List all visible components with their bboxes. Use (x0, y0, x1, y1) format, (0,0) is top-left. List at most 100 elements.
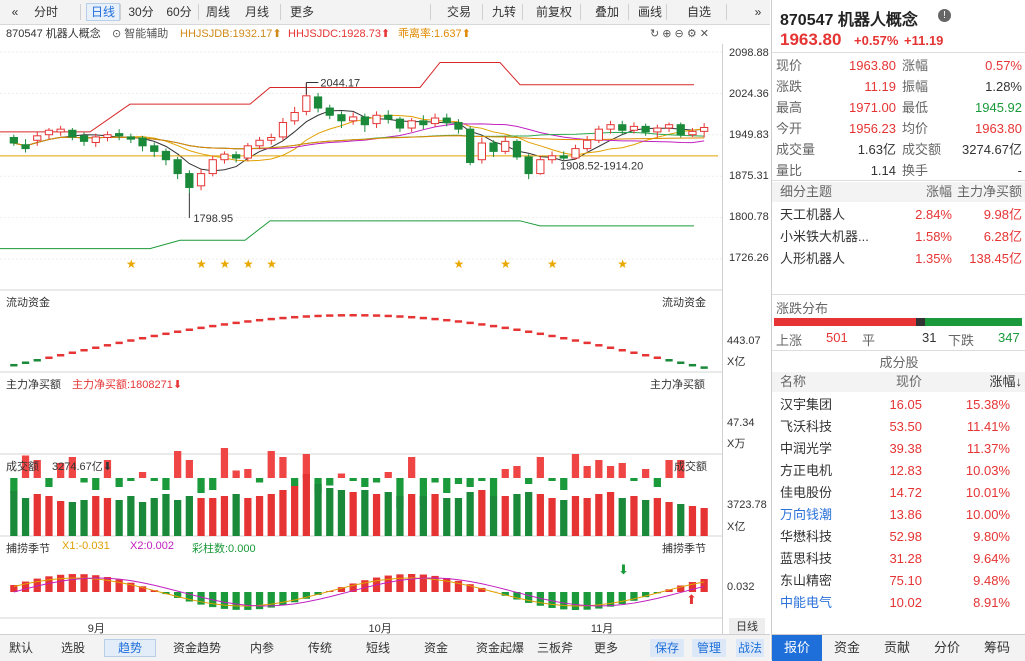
tab-more[interactable]: 更多 (280, 3, 324, 21)
season-bar (396, 574, 403, 592)
trade-button[interactable]: 交易 (438, 3, 480, 21)
const-header-name[interactable]: 名称 (780, 372, 806, 392)
bottom-tab[interactable]: 默认 (4, 639, 38, 657)
price-axis-label: 2024.36 (729, 88, 769, 100)
turnover-bar (595, 494, 602, 536)
x-axis-label: 9月 (88, 623, 105, 634)
net-buy-bar (186, 460, 193, 478)
constituent-name[interactable]: 中能电气 (780, 593, 832, 613)
tab-monthly[interactable]: 月线 (240, 3, 274, 21)
quote-tab[interactable]: 报价 (772, 635, 822, 661)
constituent-name[interactable]: 万向钱潮 (780, 505, 832, 525)
smart-assist-toggle[interactable]: ⊙ 智能辅助 (112, 24, 168, 44)
nine-turn-button[interactable]: 九转 (486, 3, 522, 21)
flow-mark (338, 314, 345, 317)
bottom-tab[interactable]: 管理 (692, 639, 726, 657)
bottom-tab[interactable]: 选股 (56, 639, 90, 657)
bottom-tab[interactable]: 内参 (242, 639, 282, 657)
subtheme-name[interactable]: 人形机器人 (780, 249, 845, 269)
bottom-tab[interactable]: 更多 (586, 639, 626, 657)
tab-timeshare[interactable]: 分时 (30, 3, 62, 21)
season-bar: 彩柱数:0.000 (192, 540, 256, 556)
watchlist-button[interactable]: 自选 (672, 3, 726, 21)
bottom-tab[interactable]: 资金趋势 (166, 639, 228, 657)
bottom-tab[interactable]: 资金 (414, 639, 458, 657)
turnover-bar (572, 496, 579, 536)
flow-mark (10, 364, 17, 367)
signal-star-icon: ★ (219, 257, 230, 271)
turnover-bar (560, 500, 567, 536)
tab-daily[interactable]: 日线 (86, 3, 120, 21)
indicator-bottom-bar: 默认选股趋势资金趋势内参传统短线资金资金起爆三板斧更多 保存管理战法 (0, 634, 770, 661)
info-icon[interactable]: ! (938, 9, 951, 22)
quote-tab[interactable]: 资金 (822, 635, 872, 661)
turnover-bar (221, 496, 228, 536)
quote-tab[interactable]: 分价 (922, 635, 972, 661)
net-panel-title: 主力净买额 (6, 376, 61, 392)
subtheme-name[interactable]: 小米铁大机器... (780, 227, 869, 247)
stat-value: 3274.67亿 (948, 140, 1022, 160)
candle-body (326, 108, 333, 115)
season-bar (104, 577, 111, 592)
candle-body (291, 112, 298, 120)
chart-tools[interactable]: ↻ ⊕ ⊖ ⚙ ✕ (650, 24, 709, 44)
tab-weekly[interactable]: 周线 (201, 3, 235, 21)
change-amount: +11.19 (904, 33, 943, 48)
collapse-right-icon[interactable]: » (748, 3, 768, 21)
bottom-tab[interactable]: 短线 (358, 639, 398, 657)
subtheme-header-net: 主力净买额 (948, 182, 1022, 202)
flow-mark (209, 325, 216, 328)
constituent-name[interactable]: 华懋科技 (780, 527, 832, 547)
range-annotation: 1908.52-1914.20 (560, 161, 643, 173)
expand-left-icon[interactable]: « (4, 3, 26, 21)
turnover-bar (256, 496, 263, 536)
signal-star-icon: ★ (266, 257, 277, 271)
subtheme-pct: 2.84% (892, 205, 952, 225)
turnover-bar (151, 498, 158, 536)
candle-body (677, 125, 684, 135)
stat-value: 11.19 (832, 77, 896, 97)
const-header-price[interactable]: 现价 (862, 372, 922, 392)
constituent-pct: 9.64% (948, 549, 1010, 569)
const-header-pct[interactable]: 涨幅↓ (948, 372, 1022, 392)
candle-body (607, 125, 614, 129)
season-bar (607, 592, 614, 607)
constituent-name[interactable]: 汉宇集团 (780, 395, 832, 415)
constituent-name[interactable]: 中润光学 (780, 439, 832, 459)
bottom-tab[interactable]: 趋势 (104, 639, 156, 657)
constituent-name[interactable]: 东山精密 (780, 571, 832, 591)
flow-mark (279, 317, 286, 320)
constituent-name[interactable]: 方正电机 (780, 461, 832, 481)
bottom-tab[interactable]: 资金起爆 (472, 639, 528, 657)
tab-60min[interactable]: 60分 (162, 3, 196, 21)
flow-mark (314, 315, 321, 318)
bottom-tab[interactable]: 三板斧 (532, 639, 578, 657)
constituent-name[interactable]: 飞沃科技 (780, 417, 832, 437)
constituent-name[interactable]: 蓝思科技 (780, 549, 832, 569)
turnover-bar (361, 490, 368, 536)
bottom-tab[interactable]: 战法 (736, 639, 764, 657)
net-buy-bar (572, 454, 579, 478)
quote-tab[interactable]: 贡献 (872, 635, 922, 661)
tab-30min[interactable]: 30分 (124, 3, 158, 21)
constituent-name[interactable]: 佳电股份 (780, 483, 832, 503)
draw-line-button[interactable]: 画线 (632, 3, 668, 21)
season-bar (256, 592, 263, 609)
quote-title: 870547 机器人概念 (780, 6, 918, 30)
flow-mark (256, 319, 263, 322)
net-buy-bar (338, 474, 345, 479)
candle-body (654, 128, 661, 132)
overlay-button[interactable]: 叠加 (586, 3, 628, 21)
adjust-button[interactable]: 前复权 (526, 3, 582, 21)
bottom-tab[interactable]: 保存 (650, 639, 684, 657)
quote-tab[interactable]: 筹码 (972, 635, 1022, 661)
season-axis-value: 0.032 (727, 581, 755, 593)
candle-body (584, 140, 591, 148)
subtheme-name[interactable]: 天工机器人 (780, 205, 845, 225)
candle-body (303, 96, 310, 112)
bottom-tab[interactable]: 传统 (300, 639, 340, 657)
kline-chart-area[interactable]: 2044.171798.951908.52-1914.20★★★★★★★★★⬇⬆… (0, 44, 770, 634)
subtheme-net: 9.98亿 (948, 205, 1022, 225)
candle-body (560, 156, 567, 158)
net-buy-bar (607, 466, 614, 478)
